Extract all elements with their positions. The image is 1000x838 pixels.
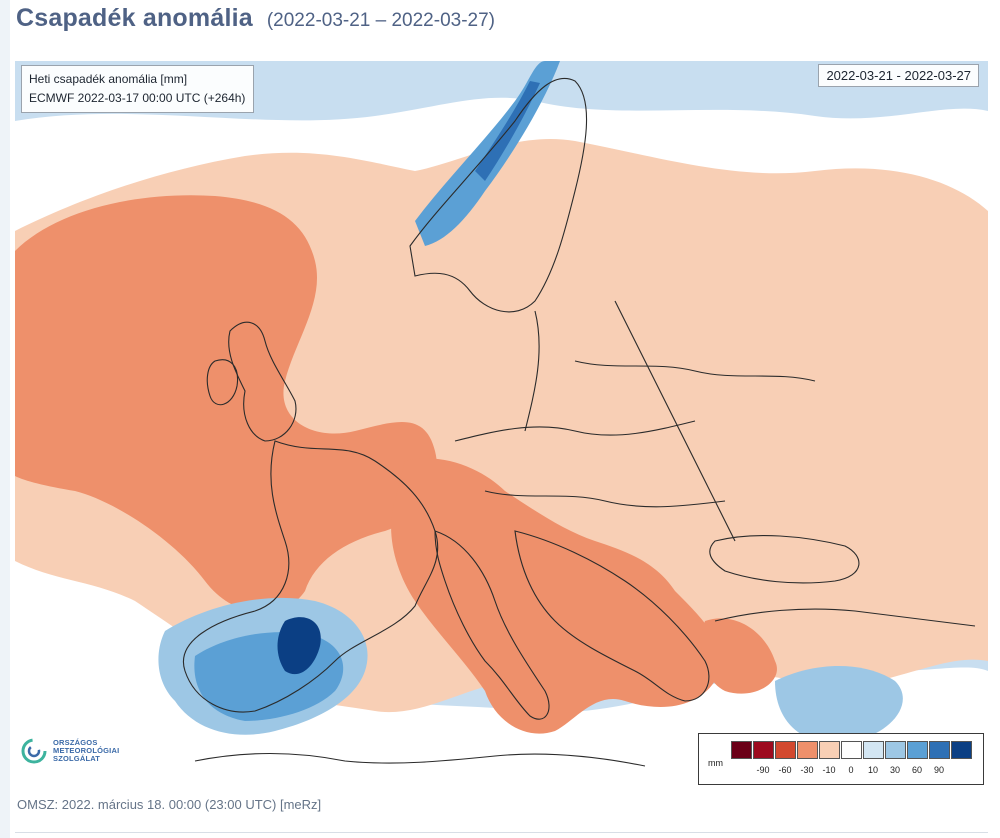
legend-tick-label: -10 <box>822 765 836 775</box>
coast-balkans <box>514 530 710 702</box>
map-info-model: ECMWF 2022-03-17 00:00 UTC (+264h) <box>29 91 246 105</box>
map-canvas <box>15 61 988 789</box>
legend-swatch <box>907 741 928 759</box>
anomaly-medium-italy-balkans <box>391 458 722 734</box>
legend-tick-label: 90 <box>933 765 945 775</box>
footer-source: OMSZ: 2022. március 18. 00:00 (23:00 UTC… <box>17 797 322 812</box>
coast-british-isles <box>228 321 297 442</box>
borders <box>182 77 976 767</box>
page-title: Csapadék anomália <box>16 4 253 32</box>
coast-north-africa <box>194 752 646 767</box>
coast-turkey <box>714 608 976 627</box>
map-info-title: Heti csapadék anomália [mm] <box>29 72 188 86</box>
legend-tick-label: -60 <box>778 765 792 775</box>
legend-tick-label: -90 <box>756 765 770 775</box>
omsz-logo-line: SZOLGÁLAT <box>53 754 101 763</box>
anomaly-positive-iberia-core <box>277 617 321 675</box>
coast-ireland <box>206 359 239 406</box>
omsz-logo-line: METEOROLÓGIAI <box>53 746 120 755</box>
border-inner-5 <box>524 310 540 432</box>
legend-tick-label: -30 <box>800 765 814 775</box>
legend-swatch <box>929 741 950 759</box>
map-info-box: Heti csapadék anomália [mm] ECMWF 2022-0… <box>21 65 255 113</box>
legend-swatch <box>841 741 862 759</box>
legend-ticks: -90 -60 -30 -10 0 10 30 60 90 <box>731 765 971 779</box>
legend-tick-label: 30 <box>889 765 901 775</box>
color-legend: mm -90 -60 -30 -10 0 10 30 60 90 <box>698 733 984 785</box>
legend-swatch <box>753 741 774 759</box>
omsz-logo-line: ORSZÁGOS <box>53 738 98 747</box>
coast-italy <box>434 530 550 720</box>
page-period: (2022-03-21 – 2022-03-27) <box>266 10 496 31</box>
border-inner-4 <box>614 300 736 542</box>
coast-scandinavia <box>409 77 588 313</box>
legend-swatch <box>885 741 906 759</box>
coast-black-sea <box>709 535 860 584</box>
coast-continent <box>182 440 439 713</box>
omsz-logo-icon <box>21 738 47 764</box>
anomaly-map[interactable]: Heti csapadék anomália [mm] ECMWF 2022-0… <box>15 61 988 789</box>
anomaly-positive-eastmed <box>775 666 903 744</box>
legend-swatch <box>863 741 884 759</box>
anomaly-medium-aegean <box>701 618 777 694</box>
bottom-divider <box>15 832 988 833</box>
legend-swatch <box>775 741 796 759</box>
legend-swatch <box>819 741 840 759</box>
border-inner-3 <box>574 360 816 382</box>
legend-tick-label: 10 <box>867 765 879 775</box>
legend-swatches <box>731 741 973 759</box>
map-date-range: 2022-03-21 - 2022-03-27 <box>818 64 979 87</box>
legend-swatch <box>797 741 818 759</box>
legend-swatch <box>731 741 752 759</box>
page-left-rule <box>0 0 10 838</box>
legend-swatch <box>951 741 972 759</box>
header: Csapadék anomália (2022-03-21 – 2022-03-… <box>16 4 495 44</box>
legend-unit: mm <box>708 758 723 768</box>
border-inner-2 <box>484 490 726 508</box>
omsz-logo-text: ORSZÁGOS METEOROLÓGIAI SZOLGÁLAT <box>53 739 119 763</box>
legend-tick-label: 60 <box>911 765 923 775</box>
border-inner-1 <box>454 420 696 442</box>
omsz-logo: ORSZÁGOS METEOROLÓGIAI SZOLGÁLAT <box>21 738 119 764</box>
legend-tick-label: 0 <box>848 765 854 775</box>
